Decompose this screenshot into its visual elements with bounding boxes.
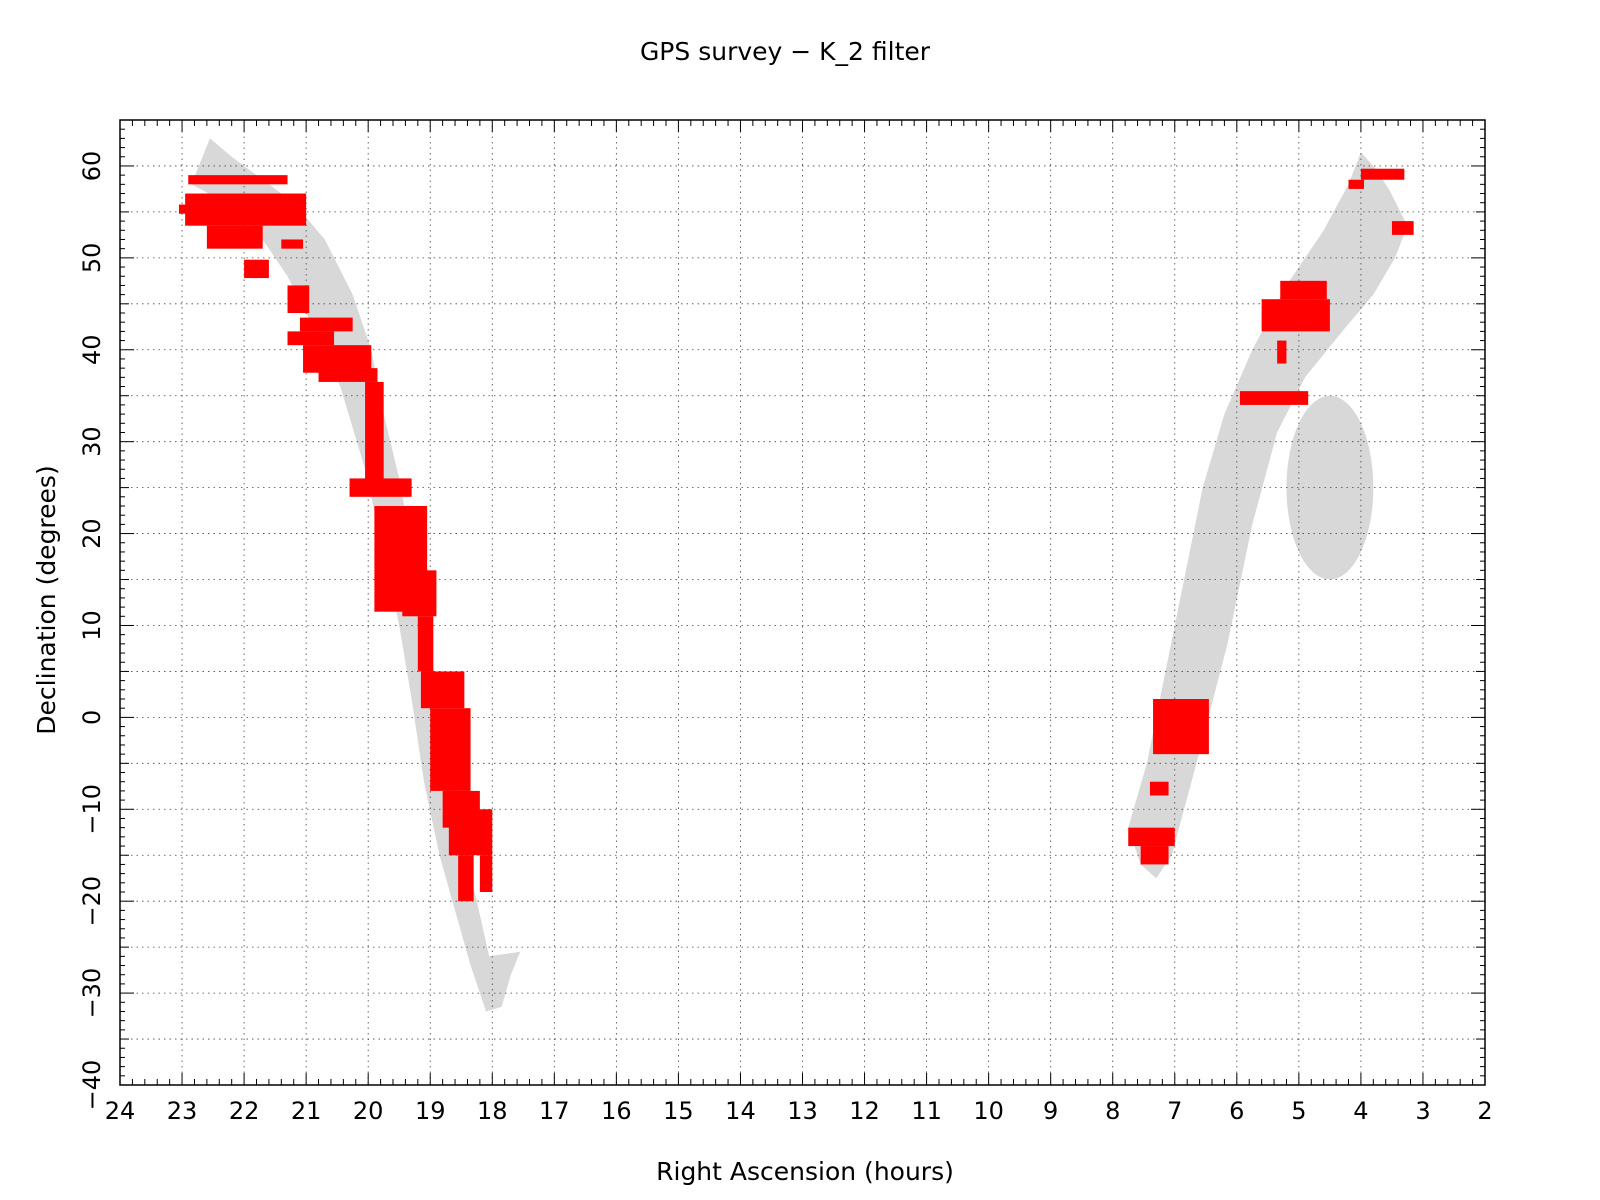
- observed-field: [287, 285, 310, 313]
- x-tick-label: 11: [911, 1097, 942, 1125]
- x-tick-label: 2: [1477, 1097, 1492, 1125]
- observed-field: [1261, 299, 1330, 332]
- y-tick-label: 0: [78, 710, 106, 725]
- observed-field: [206, 225, 263, 249]
- coverage-ellipse: [1286, 395, 1374, 580]
- y-tick-label: 60: [78, 151, 106, 182]
- observed-fields: [178, 168, 1414, 902]
- axis-ticks: [119, 119, 1486, 1086]
- y-tick-label: −20: [78, 876, 106, 927]
- observed-field: [188, 175, 288, 185]
- coverage-footprint: [191, 138, 1408, 1012]
- x-tick-label: 14: [725, 1097, 756, 1125]
- x-tick-label: 17: [539, 1097, 570, 1125]
- observed-field: [1360, 168, 1405, 180]
- x-tick-label: 8: [1105, 1097, 1120, 1125]
- x-tick-label: 10: [973, 1097, 1004, 1125]
- coverage-region-1: [191, 138, 521, 1012]
- y-tick-label: 10: [78, 610, 106, 641]
- observed-field: [479, 855, 493, 892]
- y-tick-label: 20: [78, 518, 106, 549]
- observed-field: [458, 855, 474, 902]
- y-tick-label: 40: [78, 334, 106, 365]
- observed-field: [365, 381, 384, 488]
- x-tick-label: 19: [415, 1097, 446, 1125]
- observed-field: [287, 331, 335, 346]
- x-tick-label: 7: [1167, 1097, 1182, 1125]
- x-tick-label: 15: [663, 1097, 694, 1125]
- observed-field: [1277, 340, 1287, 364]
- x-tick-label: 9: [1043, 1097, 1058, 1125]
- observed-field: [185, 193, 307, 226]
- y-tick-label: 50: [78, 243, 106, 274]
- x-tick-label: 13: [787, 1097, 818, 1125]
- x-axis-label: Right Ascension (hours): [656, 1157, 954, 1186]
- y-tick-label: −40: [78, 1060, 106, 1111]
- x-tick-label: 4: [1353, 1097, 1368, 1125]
- observed-field: [420, 671, 465, 709]
- x-tick-label: 24: [105, 1097, 136, 1125]
- observed-field: [299, 317, 353, 332]
- observed-field: [349, 478, 412, 497]
- x-tick-label: 22: [229, 1097, 260, 1125]
- x-tick-label: 21: [291, 1097, 322, 1125]
- coverage-region-2: [1128, 152, 1408, 879]
- observed-field: [1153, 699, 1209, 755]
- x-tick-label: 5: [1291, 1097, 1306, 1125]
- x-tick-label: 23: [167, 1097, 198, 1125]
- observed-field: [244, 259, 269, 279]
- plot-frame: [119, 119, 1486, 1086]
- observed-field: [417, 616, 434, 672]
- observed-field: [1239, 391, 1309, 405]
- x-tick-label: 20: [353, 1097, 384, 1125]
- x-tick-label: 18: [477, 1097, 508, 1125]
- observed-field: [1348, 179, 1365, 189]
- y-tick-labels: −40 −30 −20 −10 0 10 20 30 40 50 60: [78, 151, 106, 1111]
- y-tick-label: −10: [78, 784, 106, 835]
- y-tick-label: 30: [78, 426, 106, 457]
- observed-field: [1140, 846, 1169, 865]
- observed-field: [1149, 781, 1169, 796]
- x-tick-label: 6: [1229, 1097, 1244, 1125]
- x-tick-label: 12: [849, 1097, 880, 1125]
- chart-title: GPS survey − K_2 filter: [640, 37, 931, 66]
- observed-field: [430, 708, 471, 791]
- observed-field: [1280, 280, 1327, 300]
- y-axis-label: Declination (degrees): [32, 465, 61, 734]
- observed-field: [448, 809, 493, 856]
- observed-field: [281, 239, 304, 249]
- observed-field: [1391, 221, 1414, 235]
- y-tick-label: −30: [78, 968, 106, 1019]
- x-tick-labels: 24 23 22 21 20 19 18 17 16 15 14 13 12 11 10 9 8 7 6 5 4 3 2: [105, 1097, 1493, 1125]
- observed-field: [318, 368, 378, 382]
- grid: [120, 120, 1485, 1085]
- observed-field: [402, 570, 437, 617]
- x-tick-label: 3: [1415, 1097, 1430, 1125]
- observed-field: [1128, 827, 1175, 847]
- x-tick-label: 16: [601, 1097, 632, 1125]
